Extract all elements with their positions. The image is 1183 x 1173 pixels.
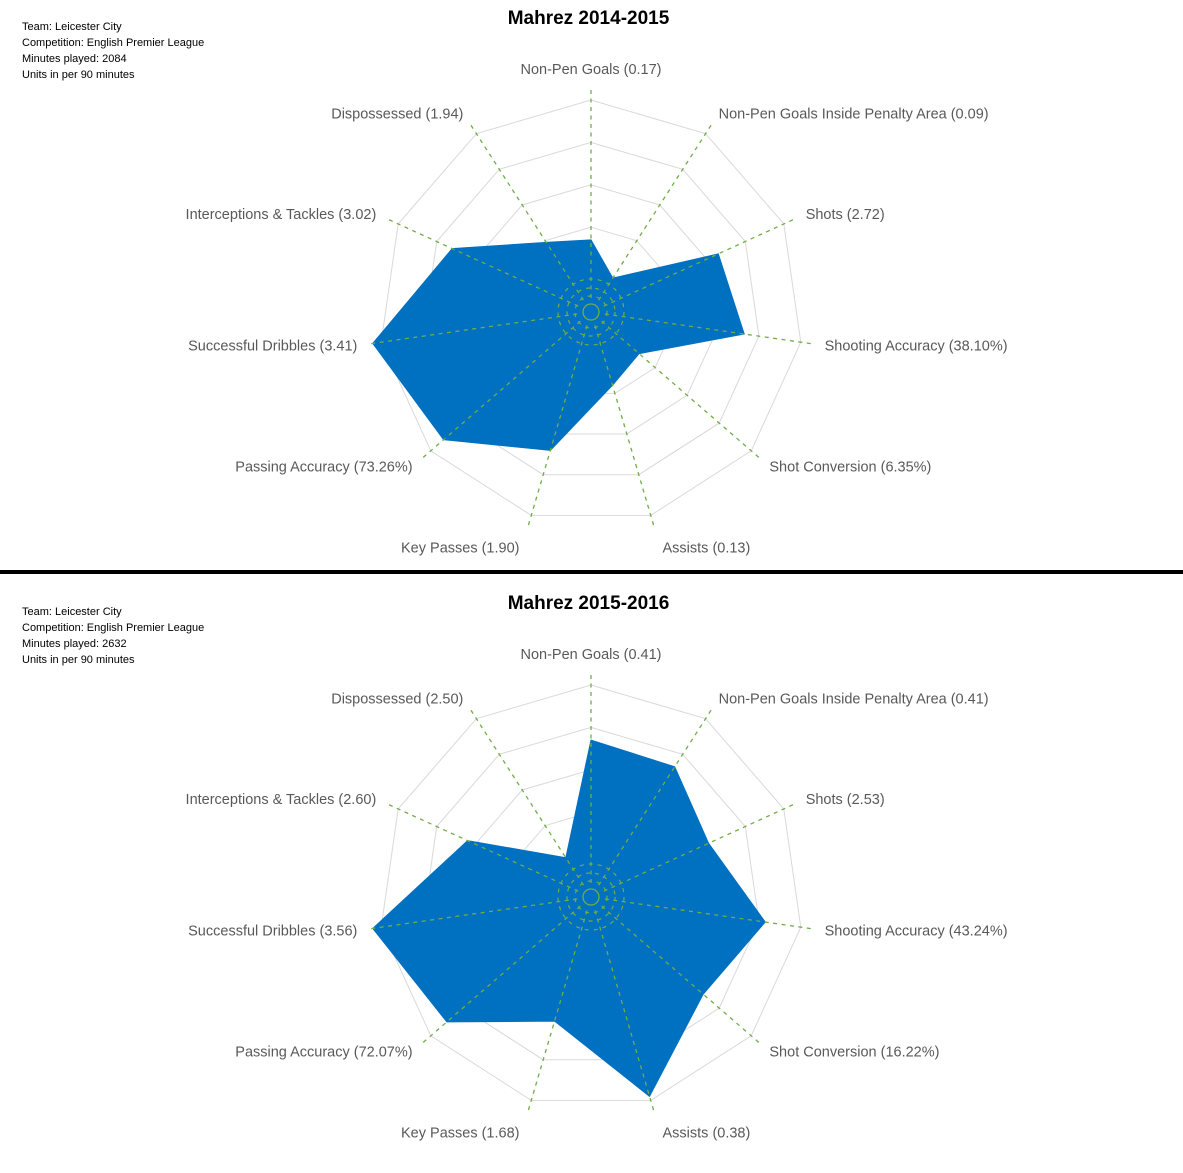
axis-label: Non-Pen Goals Inside Penalty Area (0.09) <box>719 107 989 123</box>
chart-title-text: Mahrez 2015-2016 <box>507 593 670 614</box>
minutes-text: Minutes played: 2632 <box>22 638 127 650</box>
axis-label: Non-Pen Goals (0.41) <box>520 647 661 663</box>
chart-panel-2014-2015: Team: Leicester City Competition: Englis… <box>0 0 1183 585</box>
axis-lines <box>371 90 811 526</box>
axis-label: Key Passes (1.90) <box>401 540 519 556</box>
axis-label: Dispossessed (2.50) <box>331 692 463 708</box>
axis-label: Interceptions & Tackles (3.02) <box>186 207 377 223</box>
axis-label: Assists (0.38) <box>663 1125 751 1141</box>
axis-label: Non-Pen Goals Inside Penalty Area (0.41) <box>719 692 989 708</box>
axis-labels: Non-Pen Goals (0.17) Non-Pen Goals Inside… <box>186 62 1008 556</box>
chart-title: Mahrez 2014-2015 <box>0 8 1183 30</box>
info-block: Team: Leicester City Competition: Englis… <box>22 19 204 83</box>
axis-label: Successful Dribbles (3.56) <box>188 924 357 940</box>
data-series-polygon <box>372 239 745 451</box>
units-text: Units in per 90 minutes <box>22 69 135 81</box>
units-text: Units in per 90 minutes <box>22 654 135 666</box>
axis-label: Shot Conversion (6.35%) <box>769 460 931 476</box>
radar-chart: Non-Pen Goals (0.41) Non-Pen Goals Inside… <box>186 647 1008 1141</box>
chart-title-text: Mahrez 2014-2015 <box>507 8 670 29</box>
info-block: Team: Leicester City Competition: Englis… <box>22 604 204 668</box>
separator-line <box>0 570 1183 574</box>
axis-label: Successful Dribbles (3.41) <box>188 339 357 355</box>
minutes-text: Minutes played: 2084 <box>22 53 127 65</box>
axis-labels: Non-Pen Goals (0.41) Non-Pen Goals Inside… <box>186 647 1008 1141</box>
axis-label: Passing Accuracy (73.26%) <box>235 460 412 476</box>
chart-panel-2015-2016: Team: Leicester City Competition: Englis… <box>0 585 1183 1170</box>
axis-label: Shot Conversion (16.22%) <box>769 1045 939 1061</box>
competition-text: Competition: English Premier League <box>22 37 205 49</box>
team-text: Team: Leicester City <box>22 21 122 33</box>
data-series-polygon <box>372 739 766 1098</box>
axis-label: Shots (2.72) <box>806 207 885 223</box>
chart-title: Mahrez 2015-2016 <box>0 593 1183 615</box>
team-text: Team: Leicester City <box>22 606 122 618</box>
axis-label: Assists (0.13) <box>663 540 751 556</box>
center-circle <box>582 888 600 906</box>
axis-label: Dispossessed (1.94) <box>331 107 463 123</box>
competition-text: Competition: English Premier League <box>22 622 205 634</box>
axis-label: Non-Pen Goals (0.17) <box>520 62 661 78</box>
axis-label: Interceptions & Tackles (2.60) <box>186 792 377 808</box>
axis-label: Shots (2.53) <box>806 792 885 808</box>
axis-label: Passing Accuracy (72.07%) <box>235 1045 412 1061</box>
axis-lines <box>371 675 811 1111</box>
axis-label: Shooting Accuracy (38.10%) <box>825 339 1008 355</box>
center-circle <box>582 303 600 321</box>
axis-label: Shooting Accuracy (43.24%) <box>825 924 1008 940</box>
axis-label: Key Passes (1.68) <box>401 1125 519 1141</box>
radar-chart: Non-Pen Goals (0.17) Non-Pen Goals Inside… <box>186 62 1008 556</box>
